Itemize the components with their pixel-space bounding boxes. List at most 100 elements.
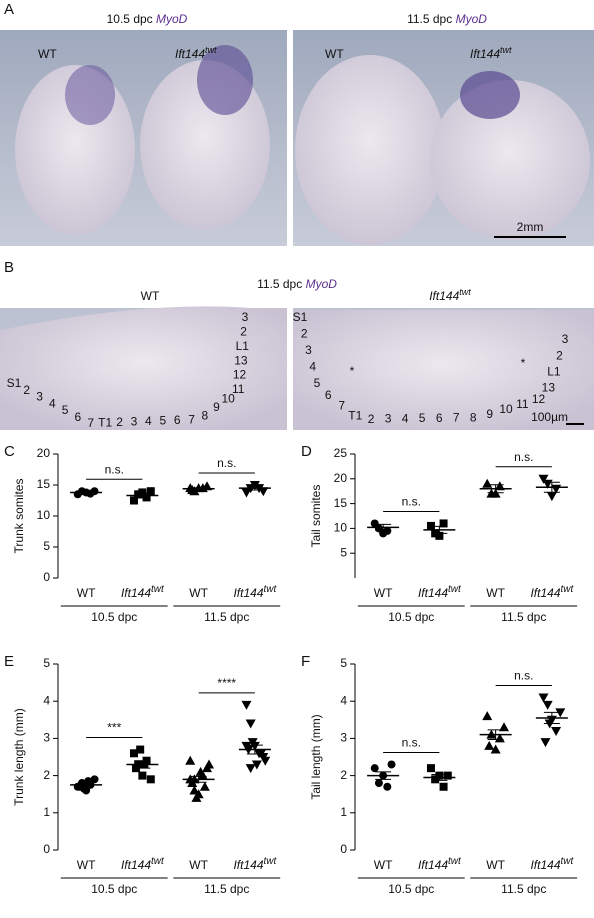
y-tick-label: 5 [340,545,347,559]
point [538,474,549,484]
point [129,496,138,505]
stain [197,45,253,115]
point [482,478,493,488]
point [482,711,493,721]
group-label: 10.5 dpc [91,610,137,624]
somite-label: 5 [419,411,426,425]
y-axis-label: Trunk somites [12,479,26,554]
label-sup: twt [151,856,165,867]
image-label: Ift144twt [429,287,471,303]
point [370,764,379,773]
somite-label: 2 [301,327,308,341]
image-title: 11.5 dpc MyoD [257,277,337,291]
point [555,708,566,718]
point [90,775,99,784]
point [191,792,202,802]
label-text: WT [189,858,208,872]
point [136,745,145,754]
x-tick-label: WT [189,586,208,600]
image-title: 10.5 dpc MyoD [107,12,188,26]
stain [65,65,115,125]
point [490,744,501,754]
y-tick-label: 5 [43,656,50,670]
label-text: WT [486,586,505,600]
label-text: WT [374,586,393,600]
somite-label: 2 [240,325,247,339]
somite-label: 3 [385,412,392,426]
somite-label: L1 [236,339,250,353]
x-tick-label: WT [486,858,505,872]
y-axis-label: Tail length (mm) [309,714,323,799]
point [439,519,448,528]
x-tick-label: Ift144twt [418,856,462,873]
point [245,719,256,729]
significance: *** [107,721,121,735]
somite-label: S1 [7,376,22,390]
y-tick-label: 20 [37,446,51,460]
label-text: Ift144 [121,586,151,600]
image-label: WT [38,47,57,61]
somite-label: 12 [532,392,546,406]
label-text: WT [77,586,96,600]
y-tick-label: 0 [43,842,50,856]
group-label: 10.5 dpc [388,610,434,624]
point [146,775,155,784]
point [129,749,138,758]
y-axis-label: Tail somites [309,485,323,548]
x-tick-label: Ift144twt [121,584,165,601]
label-text: Ift144 [233,858,263,872]
significance: n.s. [402,495,421,509]
group-label: 10.5 dpc [388,882,434,896]
y-tick-label: 3 [43,731,50,745]
x-tick-label: Ift144twt [233,584,277,601]
x-tick-label: WT [77,858,96,872]
panel-label: E [4,653,14,670]
point [540,738,551,748]
somite-label: 2 [368,412,375,426]
y-tick-label: 15 [37,477,51,491]
label-text: Ift144 [418,858,448,872]
somite-label: 5 [62,403,69,417]
image-label: Ift144twt [470,45,512,61]
point [189,785,200,795]
point [195,766,206,776]
image-title: 11.5 dpc MyoD [407,12,487,26]
panel-label: B [4,259,14,276]
point [443,771,452,780]
somite-label: 8 [202,409,209,423]
somite-label: 2 [23,383,30,397]
label-text: WT [486,858,505,872]
somite-label: 6 [325,388,332,402]
embryo [430,80,590,240]
point [542,700,553,710]
label-sup: twt [448,584,462,595]
panel-label: D [301,443,312,460]
point [79,784,88,793]
point [387,760,396,769]
y-tick-label: 20 [334,471,348,485]
x-tick-label: Ift144twt [121,856,165,873]
somite-label: 3 [305,343,312,357]
point [142,493,151,502]
label-sup: twt [264,584,278,595]
point [146,487,155,496]
label-text: WT [189,586,208,600]
label-text: Ift144 [418,586,448,600]
point [499,722,510,732]
panel-label: F [301,653,310,670]
significance: n.s. [514,450,533,464]
label-text: Ift144 [530,586,560,600]
y-tick-label: 2 [340,768,347,782]
x-tick-label: Ift144twt [418,584,462,601]
x-tick-label: WT [374,586,393,600]
somite-label: S1 [293,310,308,324]
y-tick-label: 25 [334,446,348,460]
somite-label: 6 [436,411,443,425]
somite-label: L1 [547,364,561,378]
label-text: Ift144 [233,586,263,600]
x-tick-label: WT [189,858,208,872]
